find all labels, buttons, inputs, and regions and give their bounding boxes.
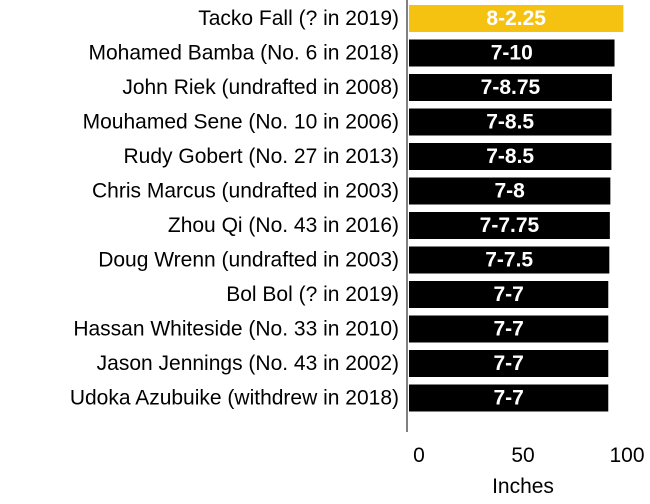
bar-value-label: 7-8.5 (486, 145, 534, 168)
bar-value-label: 7-7 (493, 318, 523, 341)
category-label: Tacko Fall (? in 2019) (198, 7, 399, 30)
bar (409, 143, 612, 170)
category-label: Chris Marcus (undrafted in 2003) (92, 180, 399, 203)
bar-value-label: 7-7.5 (485, 249, 533, 272)
x-tick-label: 50 (511, 444, 534, 467)
category-label: Udoka Azubuike (withdrew in 2018) (70, 387, 399, 410)
category-label: Hassan Whiteside (No. 33 in 2010) (73, 318, 399, 341)
bar (409, 212, 610, 239)
bar (409, 39, 615, 67)
x-axis-ticks: 0 50 100 (413, 444, 644, 467)
bar (409, 5, 624, 32)
bar (409, 246, 610, 274)
category-label: Bol Bol (? in 2019) (226, 283, 399, 306)
x-axis-title: Inches (492, 475, 554, 498)
bar (409, 108, 612, 136)
bar (409, 315, 609, 343)
bar-value-label: 7-8 (495, 180, 526, 203)
bar-value-label: 7-7 (493, 283, 523, 306)
x-tick-label: 100 (609, 444, 644, 467)
category-label: Mouhamed Sene (No. 10 in 2006) (83, 111, 399, 134)
category-label: Rudy Gobert (No. 27 in 2013) (124, 145, 399, 168)
bars (409, 5, 624, 412)
x-tick-label: 0 (413, 444, 425, 467)
bar (409, 281, 609, 308)
bar-value-label: 7-8.75 (481, 76, 541, 99)
bar (409, 177, 611, 205)
bar-value-label: 7-7 (493, 387, 523, 410)
category-label: Jason Jennings (No. 43 in 2002) (97, 352, 399, 375)
bar-value-label: 7-7.75 (480, 214, 540, 237)
category-labels: Tacko Fall (? in 2019) Mohamed Bamba (No.… (70, 7, 399, 410)
category-label: Doug Wrenn (undrafted in 2003) (98, 249, 399, 272)
bar (409, 74, 612, 101)
bar-value-label: 7-10 (491, 42, 533, 65)
bar (409, 384, 609, 412)
bar-value-label: 7-8.5 (486, 111, 534, 134)
bar-value-labels: 8-2.25 7-10 7-8.75 7-8.5 7-8.5 7-8 7-7.75 7-7.5… (480, 7, 547, 410)
bar-value-label: 8-2.25 (486, 7, 546, 30)
bar-value-label: 7-7 (493, 352, 523, 375)
bar (409, 350, 609, 377)
category-label: Mohamed Bamba (No. 6 in 2018) (89, 42, 400, 65)
category-label: John Riek (undrafted in 2008) (122, 76, 399, 99)
category-label: Zhou Qi (No. 43 in 2016) (168, 214, 399, 237)
